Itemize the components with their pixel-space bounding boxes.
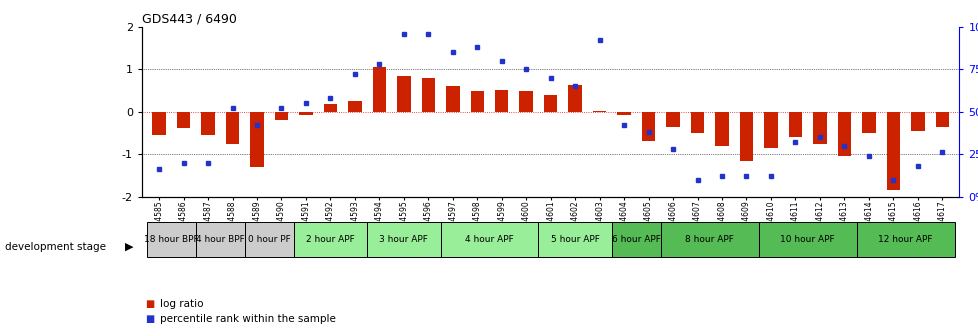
- Text: log ratio: log ratio: [159, 299, 202, 309]
- Bar: [758, 222, 856, 257]
- Bar: [495, 90, 508, 112]
- Bar: [660, 222, 758, 257]
- Bar: [147, 222, 196, 257]
- Bar: [764, 112, 777, 148]
- Text: percentile rank within the sample: percentile rank within the sample: [159, 314, 335, 324]
- Bar: [538, 222, 611, 257]
- Bar: [177, 112, 190, 128]
- Bar: [862, 112, 874, 133]
- Bar: [250, 112, 263, 167]
- Text: 4 hour BPF: 4 hour BPF: [196, 235, 244, 244]
- Bar: [715, 112, 728, 146]
- Bar: [397, 76, 410, 112]
- Text: ■: ■: [145, 299, 154, 309]
- Bar: [911, 112, 923, 131]
- Bar: [299, 112, 312, 115]
- Bar: [593, 111, 605, 112]
- Bar: [275, 112, 288, 120]
- Bar: [293, 222, 367, 257]
- Bar: [788, 112, 801, 137]
- Bar: [519, 90, 532, 112]
- Text: 10 hour APF: 10 hour APF: [779, 235, 834, 244]
- Bar: [856, 222, 954, 257]
- Text: ■: ■: [145, 314, 154, 324]
- Bar: [201, 112, 214, 135]
- Text: GDS443 / 6490: GDS443 / 6490: [142, 13, 237, 26]
- Text: 3 hour APF: 3 hour APF: [379, 235, 427, 244]
- Bar: [739, 112, 752, 161]
- Bar: [886, 112, 899, 190]
- Bar: [373, 67, 385, 112]
- Text: 5 hour APF: 5 hour APF: [551, 235, 599, 244]
- Bar: [470, 91, 483, 112]
- Bar: [611, 222, 660, 257]
- Text: 0 hour PF: 0 hour PF: [247, 235, 290, 244]
- Text: 2 hour APF: 2 hour APF: [306, 235, 354, 244]
- Bar: [544, 95, 556, 112]
- Bar: [153, 112, 165, 135]
- Bar: [244, 222, 293, 257]
- Text: ▶: ▶: [125, 242, 134, 252]
- Bar: [617, 112, 630, 115]
- Bar: [837, 112, 850, 156]
- Bar: [196, 222, 244, 257]
- Bar: [568, 85, 581, 112]
- Text: development stage: development stage: [5, 242, 106, 252]
- Bar: [813, 112, 825, 143]
- Text: 8 hour APF: 8 hour APF: [685, 235, 734, 244]
- Bar: [690, 112, 703, 133]
- Bar: [642, 112, 654, 141]
- Bar: [935, 112, 948, 127]
- Text: 18 hour BPF: 18 hour BPF: [144, 235, 199, 244]
- Bar: [422, 78, 434, 112]
- Bar: [446, 86, 459, 112]
- Text: 12 hour APF: 12 hour APF: [877, 235, 932, 244]
- Bar: [367, 222, 440, 257]
- Bar: [666, 112, 679, 127]
- Bar: [440, 222, 538, 257]
- Bar: [348, 101, 361, 112]
- Text: 4 hour APF: 4 hour APF: [465, 235, 513, 244]
- Bar: [226, 112, 239, 143]
- Text: 6 hour APF: 6 hour APF: [611, 235, 660, 244]
- Bar: [324, 104, 336, 112]
